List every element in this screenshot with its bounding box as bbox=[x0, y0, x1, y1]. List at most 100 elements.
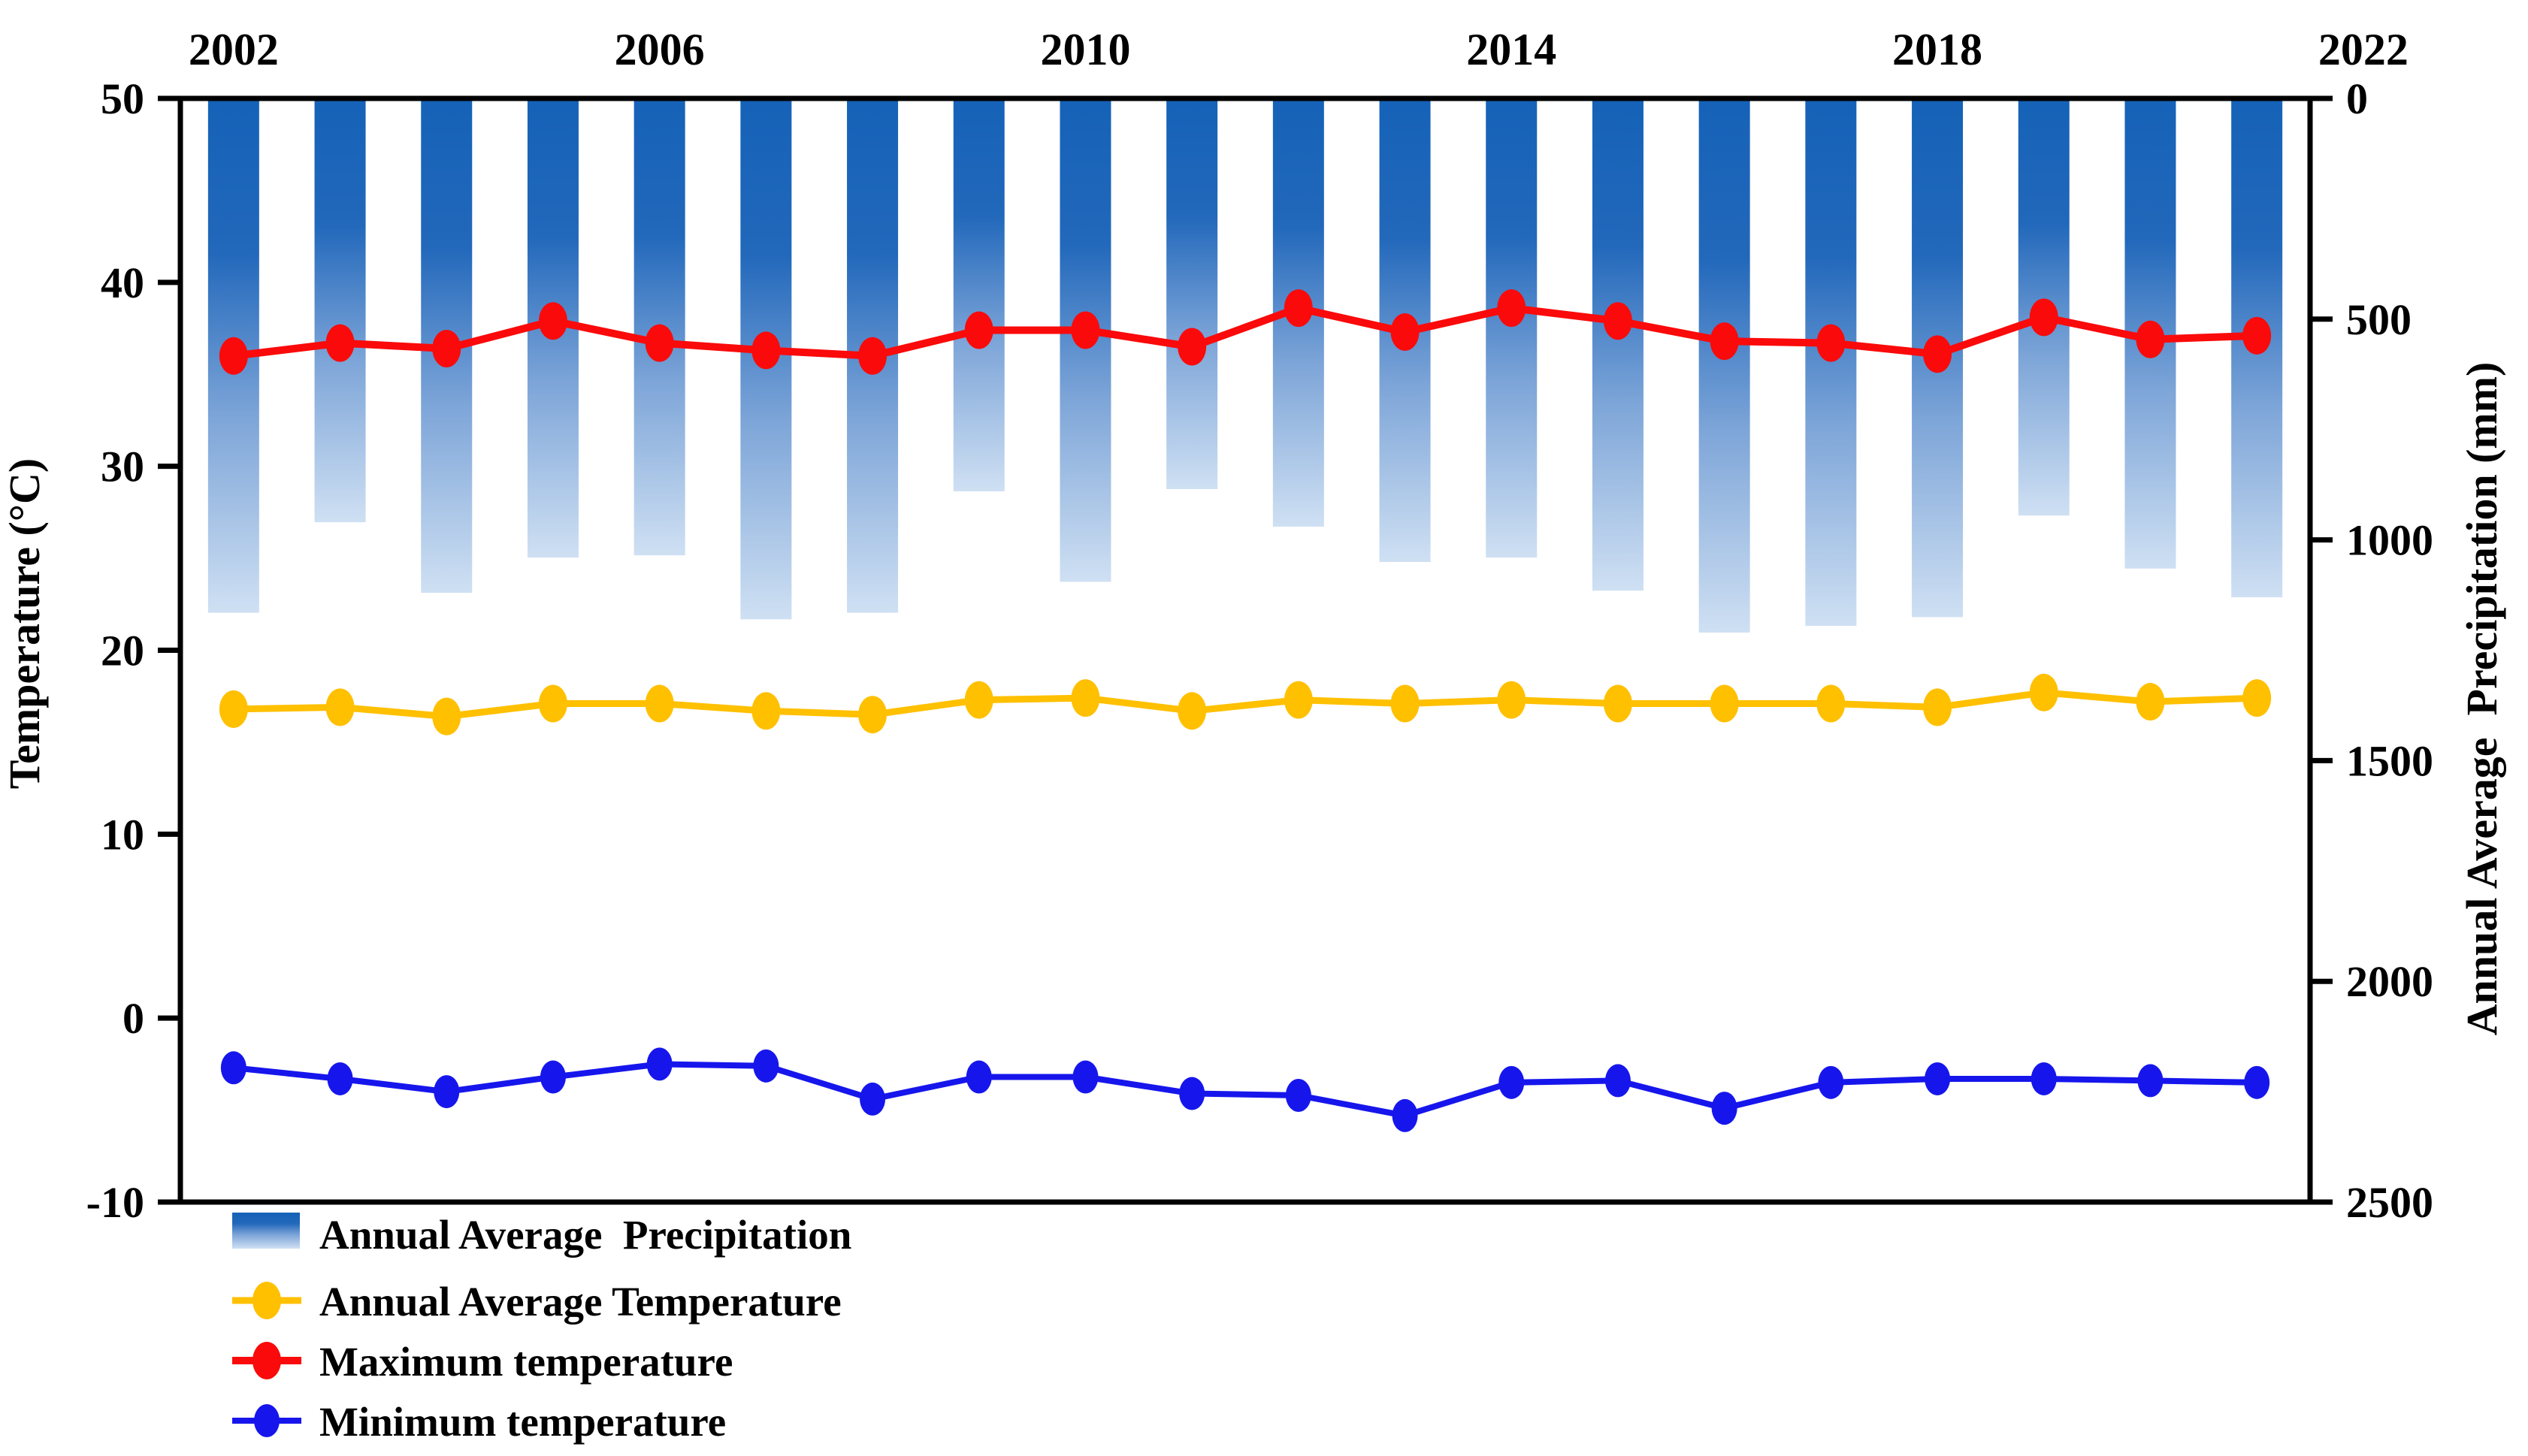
left-tick-label-50: 50 bbox=[101, 74, 144, 123]
minimum-temperature-point-2019 bbox=[2031, 1062, 2057, 1095]
annual-average-temperature-series bbox=[219, 673, 2272, 736]
left-tick-label-40: 40 bbox=[101, 258, 144, 307]
year-label-2022: 2022 bbox=[2318, 25, 2409, 74]
minimum-temperature-point-2016 bbox=[1711, 1092, 1737, 1125]
right-tick-label-0: 0 bbox=[2346, 74, 2368, 123]
max-temperature-legend-marker bbox=[232, 1342, 301, 1379]
minimum-temperature-point-2014 bbox=[1498, 1065, 1525, 1099]
minimum-temperature-point-2004 bbox=[434, 1075, 460, 1109]
annual-average-temperature-point-2005 bbox=[538, 684, 567, 723]
year-label-2002: 2002 bbox=[189, 25, 279, 74]
maximum-temperature-point-2019 bbox=[2029, 298, 2058, 337]
right-tick-label-1000: 1000 bbox=[2346, 516, 2433, 565]
minimum-temperature-point-2005 bbox=[540, 1060, 566, 1094]
minimum-temperature-point-2011 bbox=[1179, 1077, 1205, 1110]
maximum-temperature-point-2010 bbox=[1071, 311, 1100, 349]
minimum-temperature-point-2013 bbox=[1392, 1098, 1418, 1132]
maximum-temperature-series bbox=[219, 289, 2272, 375]
annual-average-temperature-point-2019 bbox=[2029, 673, 2058, 711]
minimum-temperature-line bbox=[230, 1061, 2260, 1119]
annual-average-temperature-point-2007 bbox=[751, 692, 781, 730]
minimum-temperature-point-2012 bbox=[1285, 1078, 1311, 1112]
maximum-temperature-point-2017 bbox=[1816, 324, 1846, 362]
annual-average-temperature-point-2015 bbox=[1603, 684, 1632, 723]
right-tick-label-2000: 2000 bbox=[2346, 957, 2433, 1006]
minimum-temperature-point-2017 bbox=[1818, 1065, 1844, 1099]
precipitation-legend-swatch bbox=[232, 1213, 300, 1249]
maximum-temperature-point-2008 bbox=[858, 337, 888, 375]
maximum-temperature-point-2020 bbox=[2136, 320, 2165, 358]
minimum-temperature-point-2010 bbox=[1072, 1060, 1099, 1094]
annual-average-temperature-point-2013 bbox=[1390, 684, 1420, 723]
year-label-2018: 2018 bbox=[1892, 25, 1982, 74]
precipitation-bar-2017 bbox=[1805, 98, 1857, 627]
maximum-temperature-line bbox=[229, 304, 2261, 360]
annual-average-temperature-point-2009 bbox=[964, 681, 993, 719]
year-label-2014: 2014 bbox=[1466, 25, 1556, 74]
left-tick-label-30: 30 bbox=[101, 443, 144, 491]
annual-average-temperature-point-2016 bbox=[1710, 684, 1739, 723]
annual-average-temperature-point-2004 bbox=[432, 697, 461, 736]
precipitation-bar-2003 bbox=[314, 98, 366, 523]
maximum-temperature-point-2007 bbox=[751, 331, 781, 370]
precipitation-bars bbox=[207, 98, 2283, 633]
legend-label-max-temperature: Maximum temperature bbox=[319, 1339, 733, 1385]
maximum-temperature-point-2002 bbox=[219, 337, 248, 375]
minimum-temperature-point-2015 bbox=[1604, 1064, 1631, 1098]
annual-average-temperature-point-2012 bbox=[1284, 681, 1313, 719]
minimum-temperature-series bbox=[220, 1047, 2270, 1132]
maximum-temperature-point-2004 bbox=[432, 329, 461, 367]
maximum-temperature-point-2006 bbox=[645, 324, 674, 362]
minimum-temperature-point-2007 bbox=[753, 1049, 779, 1083]
left-tick-label-20: 20 bbox=[101, 627, 144, 675]
minimum-temperature-point-2021 bbox=[2244, 1065, 2270, 1099]
precipitation-bar-2009 bbox=[953, 98, 1005, 491]
maximum-temperature-point-2011 bbox=[1178, 328, 1207, 366]
maximum-temperature-point-2018 bbox=[1923, 335, 1952, 373]
maximum-temperature-point-2013 bbox=[1390, 313, 1420, 351]
precipitation-bar-2011 bbox=[1166, 98, 1218, 490]
annual-average-temperature-line bbox=[230, 689, 2260, 720]
avg-temperature-legend-marker bbox=[232, 1282, 301, 1319]
annual-average-temperature-point-2014 bbox=[1497, 681, 1526, 719]
right-tick-label-500: 500 bbox=[2346, 295, 2412, 344]
minimum-temperature-point-2002 bbox=[220, 1051, 246, 1085]
annual-average-temperature-point-2008 bbox=[858, 696, 888, 734]
legend-label-avg-temperature: Annual Average Temperature bbox=[319, 1279, 842, 1325]
minimum-temperature-point-2003 bbox=[327, 1062, 353, 1095]
right-tick-label-1500: 1500 bbox=[2346, 736, 2433, 785]
minimum-temperature-point-2009 bbox=[966, 1060, 992, 1094]
maximum-temperature-point-2021 bbox=[2242, 316, 2272, 355]
annual-average-temperature-point-2011 bbox=[1178, 692, 1207, 730]
legend: Annual Average Precipitation Annual Aver… bbox=[232, 1212, 851, 1445]
left-tick-label--10: -10 bbox=[86, 1178, 144, 1227]
maximum-temperature-point-2015 bbox=[1603, 302, 1632, 340]
minimum-temperature-point-2018 bbox=[1925, 1062, 1951, 1095]
left-axis-title: Temperature (°C) bbox=[0, 458, 49, 789]
precipitation-bar-2014 bbox=[1486, 98, 1538, 558]
legend-label-min-temperature: Minimum temperature bbox=[319, 1399, 726, 1445]
annual-average-temperature-point-2002 bbox=[219, 690, 248, 728]
legend-label-precipitation: Annual Average Precipitation bbox=[319, 1212, 851, 1258]
minimum-temperature-point-2008 bbox=[860, 1082, 886, 1116]
maximum-temperature-point-2016 bbox=[1710, 322, 1739, 361]
minimum-temperature-point-2020 bbox=[2137, 1064, 2164, 1098]
left-tick-label-10: 10 bbox=[101, 810, 144, 859]
annual-average-temperature-point-2006 bbox=[645, 684, 674, 723]
right-tick-label-2500: 2500 bbox=[2346, 1178, 2433, 1227]
precipitation-bar-2016 bbox=[1698, 98, 1750, 633]
annual-average-temperature-point-2010 bbox=[1071, 679, 1100, 717]
temperature-lines bbox=[219, 289, 2272, 1132]
right-axis-title: Annual Average Precipitation (mm) bbox=[2457, 362, 2506, 1036]
maximum-temperature-point-2014 bbox=[1497, 289, 1526, 328]
plot-frame bbox=[177, 95, 2313, 1205]
minimum-temperature-point-2006 bbox=[646, 1047, 673, 1081]
min-temperature-legend-marker bbox=[232, 1404, 301, 1437]
annual-average-temperature-point-2003 bbox=[325, 688, 355, 726]
year-label-2010: 2010 bbox=[1040, 25, 1130, 74]
maximum-temperature-point-2003 bbox=[325, 324, 355, 362]
year-label-2006: 2006 bbox=[615, 25, 705, 74]
